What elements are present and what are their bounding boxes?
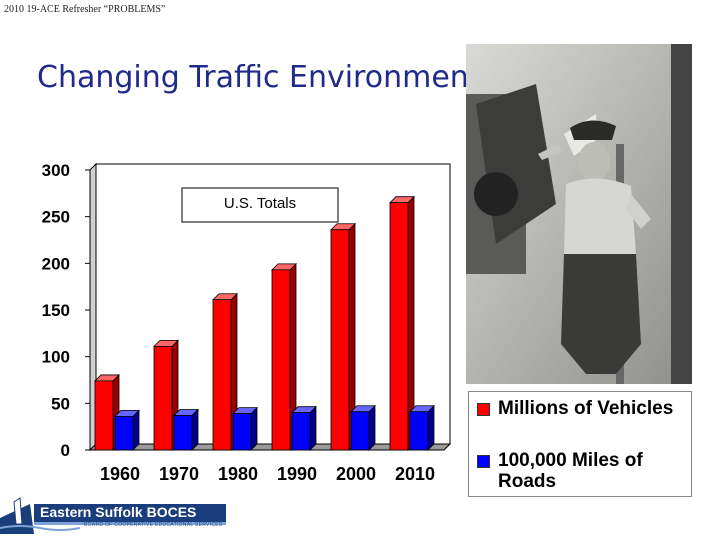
logo-name: Eastern Suffolk BOCES xyxy=(40,504,197,520)
chart-legend: Millions of Vehicles 100,000 Miles of Ro… xyxy=(468,391,692,497)
y-tick-label: 250 xyxy=(42,208,70,227)
bar-roads-1970 xyxy=(173,415,193,451)
eastern-suffolk-boces-logo xyxy=(0,497,226,534)
y-tick-label: 100 xyxy=(42,348,70,367)
y-tick-label: 300 xyxy=(42,161,70,180)
bar-vehicles-1990 xyxy=(271,269,291,451)
bar-vehicles-1960 xyxy=(94,380,114,451)
legend-swatch-vehicles xyxy=(477,403,490,416)
bar-chart: 0 50 100 150 200 250 300 1960 1970 1980 1990 2000 20… xyxy=(42,161,452,484)
bar-roads-1990-side xyxy=(309,405,317,451)
traffic-officer-photo xyxy=(466,44,692,384)
bar-roads-2000 xyxy=(350,411,370,451)
x-tick-label: 1980 xyxy=(218,464,258,484)
x-tick-label: 2000 xyxy=(336,464,376,484)
legend-label-vehicles: Millions of Vehicles xyxy=(498,398,674,419)
bar-vehicles-2000 xyxy=(330,229,350,451)
bar-roads-1980-side xyxy=(250,406,258,451)
bar-roads-2010-side xyxy=(427,404,435,451)
bar-roads-2000-side xyxy=(368,404,376,451)
x-tick-label: 2010 xyxy=(395,464,435,484)
slide-title: Changing Traffic Environment xyxy=(37,60,481,95)
x-tick-label: 1960 xyxy=(100,464,140,484)
header-note: 2010 19-ACE Refresher “PROBLEMS” xyxy=(4,4,166,15)
x-tick-label: 1990 xyxy=(277,464,317,484)
bar-roads-1980 xyxy=(232,413,252,451)
y-tick-label: 150 xyxy=(42,301,70,320)
chart-title-box xyxy=(181,187,339,223)
bar-roads-1970-side xyxy=(191,408,199,451)
bar-vehicles-1970 xyxy=(153,345,173,451)
chart-title: U.S. Totals xyxy=(224,195,296,212)
bar-roads-2010 xyxy=(409,411,429,451)
legend-item-vehicles: Millions of Vehicles xyxy=(477,398,673,419)
y-tick-label: 200 xyxy=(42,254,70,273)
bar-vehicles-1980 xyxy=(212,299,232,451)
legend-swatch-roads xyxy=(477,455,490,468)
bar-roads-1990 xyxy=(291,412,311,451)
legend-item-roads: 100,000 Miles of Roads xyxy=(477,450,688,492)
bar-roads-1960 xyxy=(114,415,134,451)
logo-tagline: BOARD OF COOPERATIVE EDUCATIONAL SERVICE… xyxy=(84,522,223,528)
x-tick-label: 1970 xyxy=(159,464,199,484)
bar-vehicles-2010 xyxy=(389,202,409,451)
bar-roads-1960-side xyxy=(132,409,140,451)
y-tick-label: 50 xyxy=(51,394,70,413)
legend-label-roads: 100,000 Miles of Roads xyxy=(498,450,643,492)
y-tick-label: 0 xyxy=(61,441,70,460)
